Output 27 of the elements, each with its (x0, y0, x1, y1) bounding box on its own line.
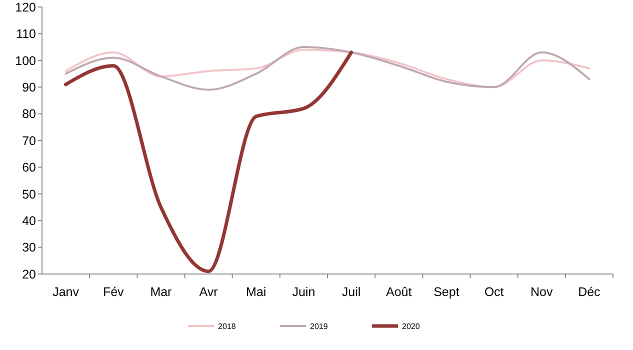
x-tick-label: Janv (52, 285, 80, 299)
y-tick-label: 40 (22, 214, 36, 228)
y-tick-label: 20 (22, 267, 36, 282)
legend-label: 2020 (402, 322, 420, 331)
x-tick-label: Avr (199, 285, 218, 299)
x-tick-label: Fév (102, 285, 125, 299)
x-tick-label: Juil (342, 285, 361, 299)
x-tick-label: Mar (150, 285, 172, 299)
y-tick-label: 60 (22, 160, 36, 175)
x-tick-label: Sept (434, 285, 460, 299)
y-tick-label: 120 (15, 0, 36, 14)
legend-label: 2018 (218, 322, 236, 331)
y-tick-label: 100 (15, 54, 36, 68)
x-tick-label: Oct (484, 285, 504, 299)
y-tick-label: 70 (22, 134, 36, 148)
x-tick-label: Juin (292, 285, 316, 299)
x-tick-label: Mai (246, 285, 266, 299)
x-tick-label: Août (386, 285, 412, 299)
y-tick-label: 110 (16, 27, 36, 42)
line-series (64, 50, 354, 274)
legend-label: 2019 (310, 322, 328, 331)
y-tick-label: 80 (22, 107, 36, 122)
y-tick-label: 90 (22, 80, 36, 94)
y-tick-label: 30 (22, 240, 36, 255)
x-tick-label: Déc (578, 285, 600, 299)
x-tick-label: Nov (530, 285, 554, 299)
y-tick-label: 50 (22, 187, 36, 202)
